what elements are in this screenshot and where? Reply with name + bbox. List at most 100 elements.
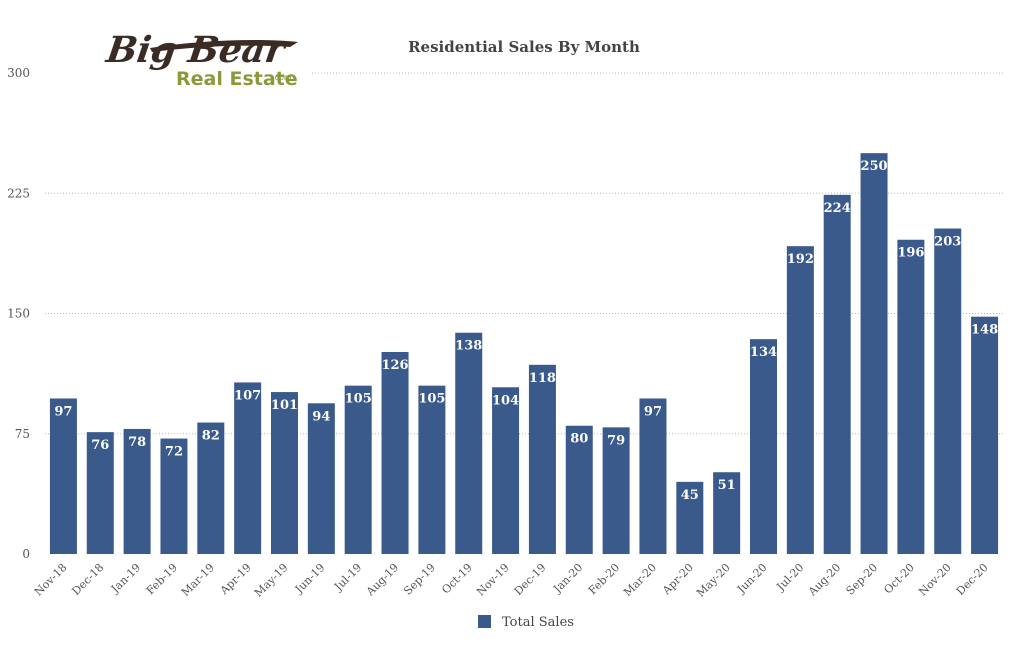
bar [971,316,999,554]
bar [455,332,483,554]
logo-swoosh [150,40,298,52]
legend-label: Total Sales [502,615,574,630]
legend: Total Sales [478,615,574,630]
x-tick-label: Nov-18 [32,561,70,599]
x-tick-label: Mar-19 [179,561,217,599]
bars [49,153,999,555]
bar [381,351,409,554]
logo-line2: Real Estate [176,68,298,90]
bar-value-label: 196 [897,246,924,261]
bar [676,481,704,554]
bar-value-label: 203 [934,235,961,250]
y-tick-label: 300 [7,66,30,80]
bar-value-label: 97 [644,404,662,419]
big-bear-logo: Big Bear Real Estate .com [103,22,312,92]
x-tick-label: Dec-19 [512,561,549,598]
x-tick-label: Jan-19 [108,561,143,596]
x-tick-label: Apr-19 [217,561,254,598]
bar [528,364,556,554]
x-tick-label: Nov-19 [474,561,512,599]
bar-value-label: 104 [492,393,519,408]
grid-lines [45,72,1003,435]
logo-suffix: .com [272,73,292,82]
bar [492,387,520,554]
y-tick-label: 225 [7,186,30,200]
x-tick-label: Apr-20 [659,561,696,598]
bar-value-labels: 97 76 78 72 82 107 101 94 105 126 105 138 104 118 80 79… [54,159,998,503]
bar [123,428,151,554]
x-tick-label: Feb-20 [586,561,622,597]
y-tick-label: 0 [22,547,30,561]
bar-value-label: 94 [312,409,330,424]
x-tick-label: May-20 [694,561,733,600]
bar-value-label: 134 [750,345,777,360]
legend-swatch [478,615,491,628]
x-tick-label: Dec-20 [954,561,991,598]
bar-value-label: 72 [165,445,183,460]
y-tick-label: 150 [7,307,30,321]
bar [344,385,372,554]
bar [860,153,888,554]
bar-value-label: 107 [234,388,261,403]
bar-value-label: 51 [718,478,736,493]
x-tick-label: Jun-20 [734,561,770,597]
logo-background [104,22,312,92]
chart-title: Residential Sales By Month [408,38,640,56]
bar-value-label: 148 [971,323,998,338]
bar [823,194,851,554]
bar [786,246,814,554]
bar [418,385,446,554]
bar [602,427,630,554]
bar [934,228,962,555]
x-tick-label: Jul-19 [331,561,364,594]
x-tick-label: Dec-18 [69,561,106,598]
x-tick-label: Sep-19 [401,561,438,598]
bar-value-label: 126 [381,358,408,373]
bar-value-label: 105 [345,392,372,407]
x-tick-label: Aug-19 [363,561,401,599]
bar [639,398,667,554]
bar-value-label: 118 [529,371,556,386]
bar [271,392,298,554]
bar-value-label: 192 [787,252,814,267]
bar [713,472,741,554]
x-tick-label: May-19 [252,561,291,600]
bar-value-label: 105 [418,392,445,407]
bar-value-label: 76 [91,438,109,453]
x-tick-label: Sep-20 [844,561,881,598]
bar [197,422,225,554]
logo-line1: Big Bear [103,28,290,71]
y-tick-label: 75 [15,427,30,441]
bar-value-label: 45 [681,488,699,503]
x-tick-label: Jul-20 [773,561,806,594]
bar [49,398,77,554]
x-tick-label: Oct-20 [881,561,917,597]
bar [750,339,777,554]
x-tick-label: Oct-19 [439,561,475,597]
bar-value-label: 101 [271,398,298,413]
bar-value-label: 82 [202,429,220,444]
bar-value-label: 224 [824,201,851,216]
bar-value-label: 78 [128,435,146,450]
x-tick-label: Jan-20 [550,561,585,596]
bar [160,438,188,554]
bar-value-label: 97 [54,404,72,419]
bar-value-label: 80 [570,432,588,447]
x-tick-label: Aug-20 [805,561,843,599]
x-tick-label: Nov-20 [916,561,954,599]
bar-value-label: 250 [860,159,887,174]
bar-value-label: 138 [455,339,482,354]
bar-value-label: 79 [607,433,625,448]
bar [307,403,335,554]
y-axis-ticks: 0 75 150 225 300 [7,66,30,561]
bar [86,432,114,554]
bar [234,382,262,554]
x-tick-label: Jun-19 [292,561,328,597]
x-tick-label: Feb-19 [144,561,180,597]
bar [565,425,593,554]
x-tick-label: Mar-20 [621,561,659,599]
bar [897,239,925,554]
